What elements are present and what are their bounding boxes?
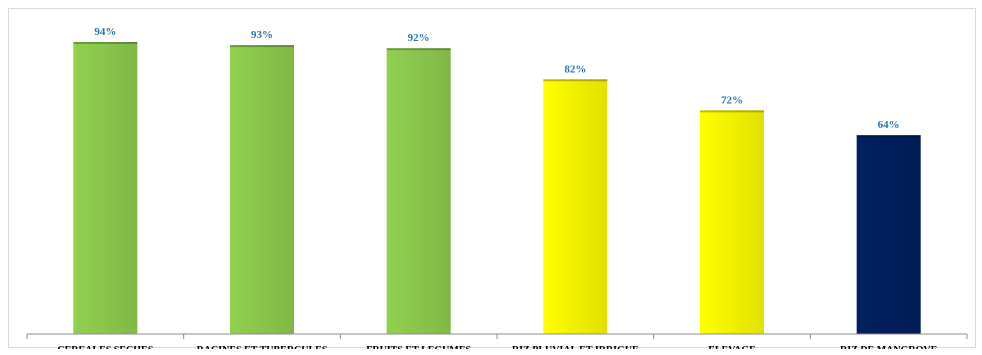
bar-top-edge-elevage (700, 110, 764, 113)
data-label-elevage: 72% (721, 94, 743, 106)
data-label-fruits-et-legumes: 92% (408, 32, 430, 44)
data-label-riz-de-mangrove: 64% (878, 119, 900, 131)
category-label-cereales-seches: CEREALES SECHES (57, 345, 153, 349)
data-label-racines-et-tubercules: 93% (251, 29, 273, 41)
category-label-riz-pluvial-et-irrigue: RIZ PLUVIAL ET IRRIGUE (512, 345, 639, 349)
x-ticks-layer (26, 334, 968, 339)
bar-shade-riz-pluvial-et-irrigue (543, 79, 608, 334)
bar-shade-riz-de-mangrove (856, 135, 921, 334)
data-labels-layer: 94% 93% 92% 82% 72% 64% (94, 26, 899, 131)
bars-layer (73, 42, 921, 334)
data-label-riz-pluvial-et-irrigue: 82% (564, 63, 586, 75)
chart-frame: 94% 93% 92% 82% 72% 64% CEREALES SECHES RACINE… (8, 8, 976, 349)
bar-shade-elevage (700, 110, 764, 334)
bar-top-edge-riz-de-mangrove (856, 135, 921, 138)
category-label-elevage: ELEVAGE (708, 345, 756, 349)
bar-top-edge-racines-et-tubercules (230, 45, 294, 48)
bar-top-edge-cereales-seches (73, 42, 138, 44)
data-label-cereales-seches: 94% (94, 26, 116, 38)
category-labels-layer: CEREALES SECHES RACINES ET TUBERCULES FRUI… (57, 345, 937, 349)
category-label-fruits-et-legumes: FRUITS ET LEGUMES (366, 345, 471, 349)
bar-top-edge-fruits-et-legumes (386, 48, 451, 51)
bar-chart: 94% 93% 92% 82% 72% 64% CEREALES SECHES RACINE… (26, 26, 968, 349)
bar-top-edge-riz-pluvial-et-irrigue (543, 79, 608, 82)
bar-shade-cereales-seches (73, 42, 138, 334)
bar-shade-fruits-et-legumes (386, 48, 451, 334)
category-label-riz-de-mangrove: RIZ DE MANGROVE (840, 345, 938, 349)
category-label-racines-et-tubercules: RACINES ET TUBERCULES (197, 345, 328, 349)
bar-shade-racines-et-tubercules (230, 45, 294, 334)
